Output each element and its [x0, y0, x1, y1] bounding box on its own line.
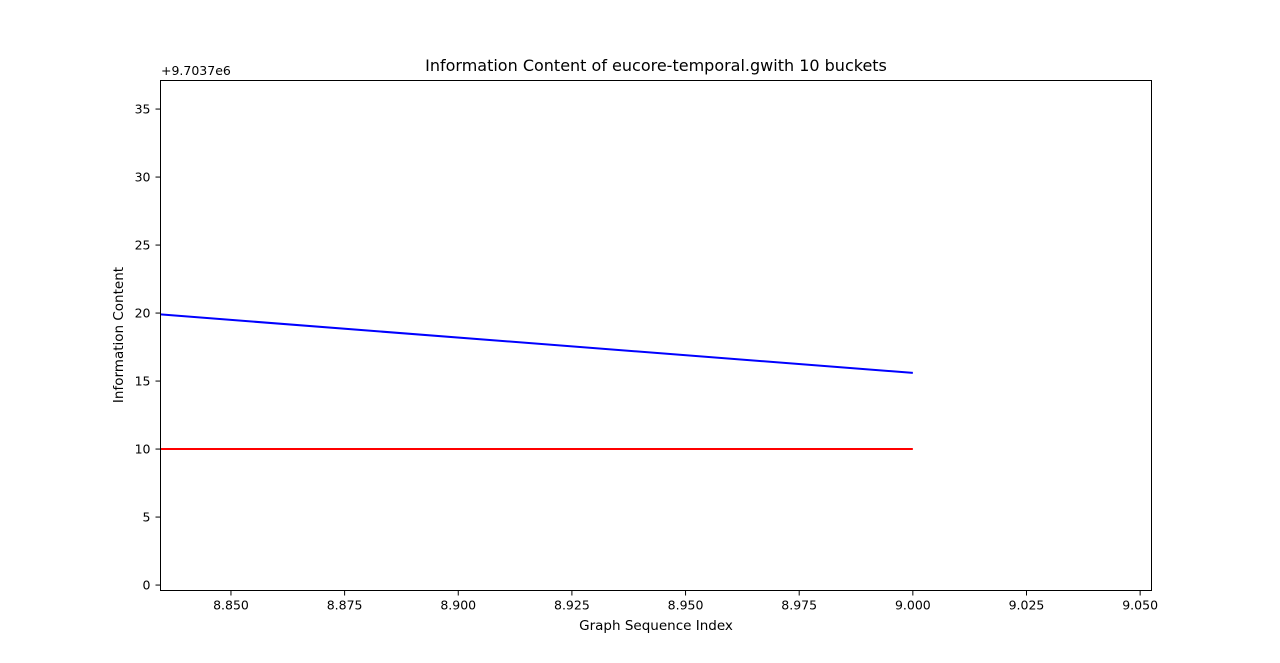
- chart-title: Information Content of eucore-temporal.g…: [425, 56, 887, 75]
- x-tick-label: 8.900: [440, 598, 476, 613]
- y-tick-label: 20: [135, 306, 151, 321]
- x-tick-label: 8.850: [213, 598, 249, 613]
- x-axis-ticks: 8.850 8.875 8.900 8.925 8.950 8.975 9.000 9.025…: [213, 590, 1158, 613]
- y-tick-label: 15: [135, 374, 151, 389]
- x-tick-label: 9.050: [1122, 598, 1158, 613]
- x-tick-label: 8.950: [668, 598, 704, 613]
- x-axis-label: Graph Sequence Index: [579, 618, 733, 634]
- series-layer: [160, 313, 913, 451]
- y-tick-label: 5: [143, 510, 151, 525]
- y-tick-label: 10: [135, 442, 151, 457]
- y-tick-label: 35: [135, 102, 151, 117]
- x-tick-label: 8.925: [554, 598, 590, 613]
- x-tick-label: 8.975: [781, 598, 817, 613]
- series-line-1: [160, 313, 913, 374]
- y-tick-label: 30: [135, 170, 151, 185]
- plot-frame: [160, 80, 1152, 591]
- x-tick-label: 9.025: [1009, 598, 1045, 613]
- x-tick-label: 8.875: [327, 598, 363, 613]
- y-tick-label: 25: [135, 238, 151, 253]
- y-axis-label: Information Content: [111, 267, 127, 403]
- y-axis-offset-label: +9.7037e6: [161, 63, 231, 78]
- y-tick-label: 0: [143, 578, 151, 593]
- y-axis-ticks: 0 5 10 15 20 25 30 35: [135, 102, 161, 593]
- x-tick-label: 9.000: [895, 598, 931, 613]
